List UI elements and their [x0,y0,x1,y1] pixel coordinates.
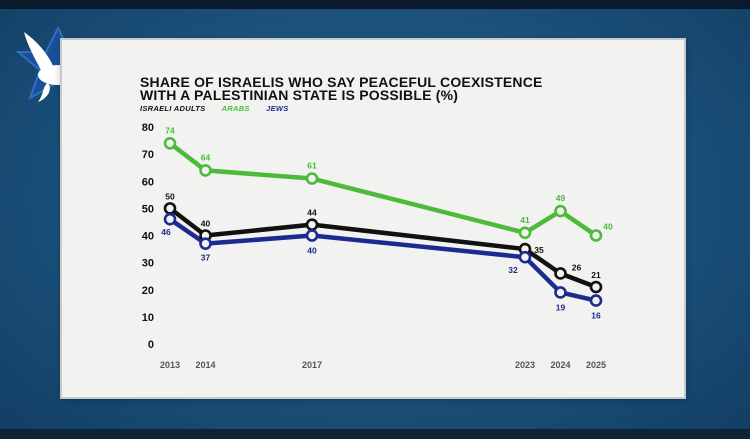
data-point-israeli-adults [305,218,319,231]
data-point-israeli-adults [589,280,603,294]
data-point-arabs [554,204,567,218]
legend-jews: JEWS [266,104,289,113]
data-label-israeli-adults: 26 [572,262,582,272]
data-label-arabs: 40 [603,222,613,232]
y-tick-label: 40 [142,231,154,243]
series-line-israeli-adults [167,206,599,290]
data-label-israeli-adults: 21 [591,270,601,280]
data-point-arabs [305,172,319,185]
series-line-arabs [167,141,599,238]
chart-title-line1: SHARE OF ISRAELIS WHO SAY PEACEFUL COEXI… [140,74,543,90]
data-label-arabs: 61 [307,161,317,171]
data-point-arabs [199,164,212,177]
data-point-arabs [589,229,603,242]
data-label-israeli-adults: 35 [534,245,544,255]
chart-legend: ISRAELI ADULTS ARABS JEWS [140,104,303,113]
data-label-jews: 40 [307,246,317,256]
y-tick-label: 10 [142,312,154,324]
data-point-israeli-adults [163,202,177,215]
top-frame-bar [0,0,750,9]
legend-israeli-adults: ISRAELI ADULTS [140,104,206,113]
x-tick-label: 2023 [515,360,535,370]
data-label-jews: 32 [508,265,518,275]
x-tick-label: 2014 [195,360,215,370]
legend-arabs: ARABS [221,104,250,113]
data-label-arabs: 41 [520,215,530,225]
y-tick-label: 70 [142,149,154,161]
data-point-arabs [163,136,177,150]
data-point-jews [518,250,532,264]
data-label-jews: 19 [556,302,566,312]
y-tick-label: 30 [142,258,154,270]
y-tick-label: 20 [142,285,154,297]
data-label-israeli-adults: 44 [307,208,317,218]
y-tick-label: 80 [142,122,154,134]
x-tick-label: 2025 [586,360,606,370]
data-label-arabs: 49 [556,193,566,203]
chart-title-line2: WITH A PALESTINIAN STATE IS POSSIBLE (%) [140,87,459,103]
data-label-arabs: 74 [165,125,175,135]
chart-title: SHARE OF ISRAELIS WHO SAY PEACEFUL COEXI… [140,74,600,103]
data-label-jews: 37 [201,253,211,263]
data-label-jews: 16 [591,311,601,321]
x-tick-label: 2024 [550,360,570,370]
data-point-jews [554,286,567,299]
data-point-jews [163,212,177,226]
data-label-jews: 46 [161,227,171,237]
x-tick-label: 2013 [160,360,180,370]
data-point-jews [589,294,603,307]
y-tick-label: 60 [142,176,154,188]
y-tick-label: 0 [148,339,154,351]
data-point-jews [199,237,212,250]
bottom-frame-bar [0,429,750,439]
data-label-arabs: 64 [201,152,211,162]
data-point-arabs [518,226,532,240]
y-tick-label: 50 [142,203,154,215]
x-tick-label: 2017 [302,360,322,370]
data-point-israeli-adults [554,267,567,280]
data-label-israeli-adults: 50 [165,191,175,201]
data-label-israeli-adults: 40 [201,219,211,229]
data-point-jews [305,229,319,242]
